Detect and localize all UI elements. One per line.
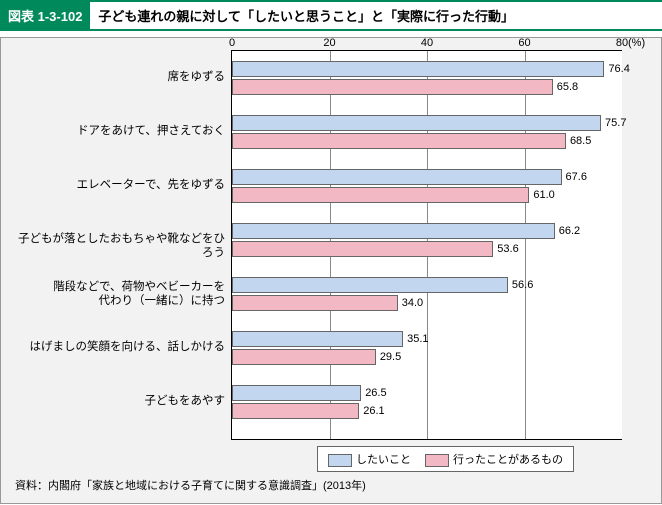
category-label: エレベーターで、先をゆずる <box>7 178 225 192</box>
bar-value: 35.1 <box>407 333 428 345</box>
bar-value: 26.1 <box>363 405 384 417</box>
category-label: 子どもが落としたおもちゃや靴などをひろう <box>7 232 225 261</box>
figure-number: 図表 1-3-102 <box>0 2 90 29</box>
legend-item: 行ったことがあるもの <box>425 451 563 467</box>
x-tick: 60 <box>518 37 530 49</box>
bar <box>232 115 601 131</box>
bar-value: 76.4 <box>608 63 629 75</box>
legend-label: したいこと <box>356 454 411 466</box>
category-label: 階段などで、荷物やベビーカーを代わり（一緒に）に持つ <box>7 280 225 309</box>
category-label: はげましの笑顔を向ける、話しかける <box>7 340 225 354</box>
bar <box>232 61 604 77</box>
bar-value: 29.5 <box>380 351 401 363</box>
bar <box>232 241 493 257</box>
bar <box>232 277 508 293</box>
x-tick: 0 <box>229 37 235 49</box>
bar-value: 56.6 <box>512 279 533 291</box>
bar <box>232 133 566 149</box>
category-label: 席をゆずる <box>7 70 225 84</box>
bar-value: 26.5 <box>365 387 386 399</box>
bar <box>232 403 359 419</box>
bar-value: 67.6 <box>566 171 587 183</box>
bar-value: 75.7 <box>605 117 626 129</box>
plot-area: (%) 02040608076.465.875.768.567.661.066.… <box>231 50 622 440</box>
bar-value: 53.6 <box>497 243 518 255</box>
figure-container: 図表 1-3-102 子ども連れの親に対して「したいと思うこと」と「実際に行った… <box>0 0 662 505</box>
category-label: ドアをあけて、押さえておく <box>7 124 225 138</box>
bar <box>232 187 529 203</box>
bar-value: 65.8 <box>557 81 578 93</box>
bar-value: 34.0 <box>402 297 423 309</box>
legend-swatch <box>328 454 352 467</box>
bar <box>232 349 376 365</box>
bar <box>232 385 361 401</box>
bar <box>232 223 555 239</box>
figure-title-row: 図表 1-3-102 子ども連れの親に対して「したいと思うこと」と「実際に行った… <box>0 0 662 31</box>
bar-value: 68.5 <box>570 135 591 147</box>
bar <box>232 79 553 95</box>
bar <box>232 169 562 185</box>
legend-label: 行ったことがあるもの <box>453 454 563 466</box>
x-tick: 80 <box>616 37 628 49</box>
x-tick: 40 <box>421 37 433 49</box>
legend: したいこと 行ったことがあるもの <box>317 446 574 472</box>
axis-unit: (%) <box>628 37 645 49</box>
x-tick: 20 <box>323 37 335 49</box>
bar-value: 66.2 <box>559 225 580 237</box>
bar <box>232 331 403 347</box>
category-label: 子どもをあやす <box>7 394 225 408</box>
legend-swatch <box>425 454 449 467</box>
bar-value: 61.0 <box>533 189 554 201</box>
chart-panel: (%) 0 20 40 60 80 76.4 65.8 75.7 68.5 67.6 61.0 66.… <box>0 37 662 504</box>
legend-item: したいこと <box>328 451 411 467</box>
source-text: 資料：内閣府「家族と地域における子育てに関する意識調査」(2013年) <box>15 477 366 493</box>
figure-title: 子ども連れの親に対して「したいと思うこと」と「実際に行った行動」 <box>90 2 522 29</box>
bar <box>232 295 398 311</box>
